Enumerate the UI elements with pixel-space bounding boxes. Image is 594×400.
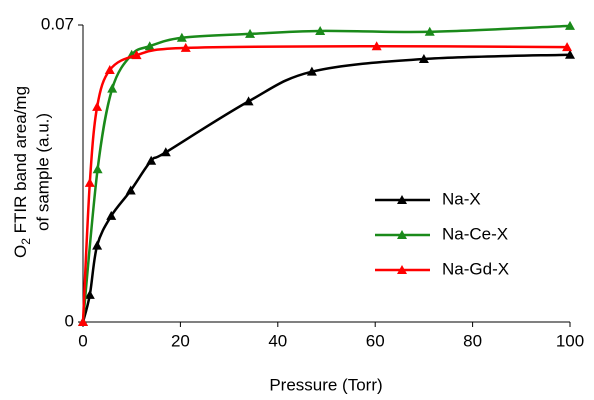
x-tick-label: 40: [268, 331, 287, 350]
y-label-line: O2 FTIR band area/mg: [11, 86, 33, 258]
point-marker: [176, 32, 187, 42]
point-marker: [104, 64, 115, 74]
point-marker: [106, 210, 117, 220]
x-tick-label: 0: [78, 331, 87, 350]
y-label-part: FTIR band area/mg: [11, 86, 30, 238]
legend-label: Na-X: [442, 189, 481, 208]
point-marker: [107, 83, 118, 93]
point-marker: [146, 155, 157, 165]
point-marker: [180, 42, 191, 52]
point-marker: [84, 177, 95, 187]
y-axis-label: O2 FTIR band area/mg of sample (a.u.): [11, 86, 52, 258]
y-label-sub: 2: [19, 238, 33, 245]
y-tick-label: 0.07: [41, 14, 74, 33]
x-axis-label: Pressure (Torr): [269, 375, 382, 394]
point-marker: [92, 101, 103, 111]
series-line: [81, 44, 568, 323]
point-marker: [125, 185, 136, 195]
point-marker: [371, 41, 382, 51]
point-marker: [131, 50, 142, 60]
x-tick-label: 60: [366, 331, 385, 350]
legend-label: Na-Gd-X: [442, 259, 509, 278]
point-marker: [562, 42, 573, 52]
x-tick-label: 20: [171, 331, 190, 350]
x-tick-label: 100: [556, 331, 584, 350]
point-marker: [245, 28, 256, 38]
legend-marker: [397, 230, 407, 239]
point-marker: [92, 164, 103, 174]
y-label-line: of sample (a.u.): [33, 113, 52, 231]
point-marker: [418, 53, 429, 63]
series-line: [81, 53, 571, 323]
point-marker: [306, 66, 317, 76]
legend-label: Na-Ce-X: [442, 224, 508, 243]
point-marker: [92, 240, 103, 250]
point-marker: [84, 289, 95, 299]
point-marker: [315, 25, 326, 35]
point-marker: [78, 317, 88, 326]
y-label-part: O: [11, 245, 30, 258]
legend-marker: [397, 195, 407, 204]
series-line: [81, 24, 571, 323]
point-marker: [243, 96, 254, 106]
x-tick-label: 80: [463, 331, 482, 350]
point-marker: [160, 147, 171, 157]
y-tick-label: 0: [65, 311, 74, 330]
point-marker: [565, 20, 575, 30]
point-marker: [565, 49, 575, 59]
point-marker: [144, 41, 155, 51]
legend-marker: [397, 265, 407, 274]
point-marker: [424, 26, 435, 36]
